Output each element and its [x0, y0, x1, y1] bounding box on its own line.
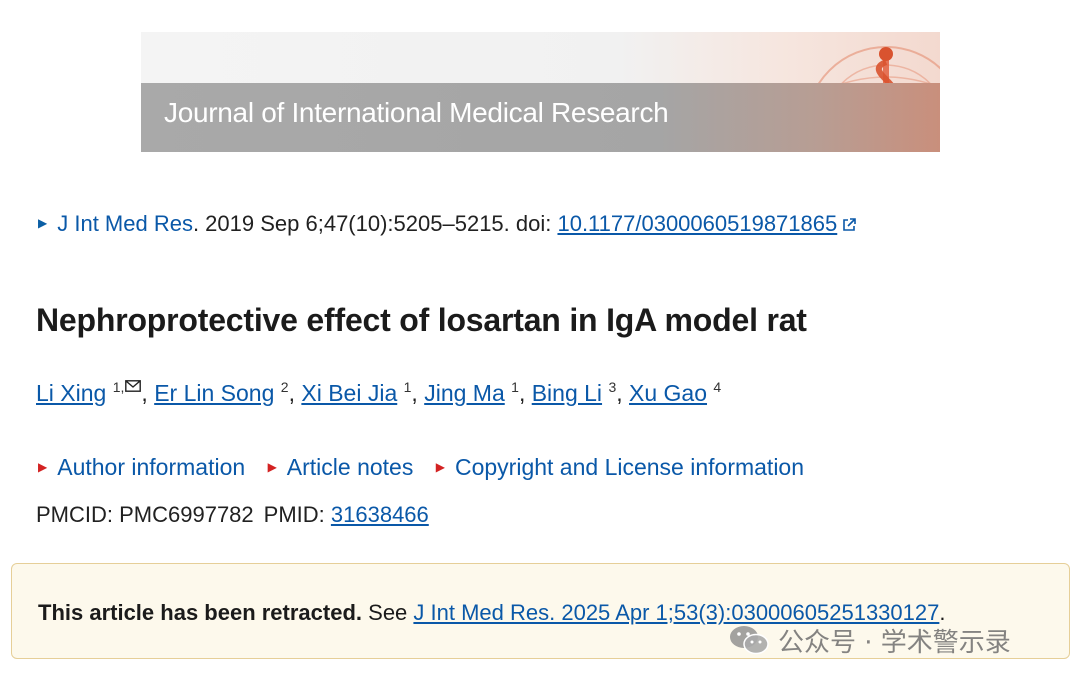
wechat-icon: [730, 626, 769, 655]
watermark: 公众号 · 学术警示录: [728, 622, 1011, 658]
author-information-toggle[interactable]: ▶ Author information: [38, 454, 245, 480]
author-link[interactable]: Bing Li: [531, 380, 603, 406]
watermark-text: 公众号 · 学术警示录: [778, 627, 1011, 658]
article-title: Nephroprotective effect of losartan in I…: [36, 302, 807, 338]
article-notes-toggle[interactable]: ▶ Article notes: [268, 454, 414, 480]
author-link[interactable]: Jing Ma: [424, 380, 505, 406]
expand-triangle-icon: ▶: [435, 460, 445, 474]
expand-triangle-icon: ▶: [38, 460, 48, 474]
retraction-bold: This article has been retracted.: [38, 600, 363, 625]
copyright-license-link[interactable]: Copyright and License information: [454, 454, 805, 480]
article-info-links: ▶ Author information ▶ Article notes ▶ Copy…: [38, 454, 820, 481]
author-affiliation: 4: [713, 379, 722, 395]
pmid-link[interactable]: 31638466: [330, 502, 429, 527]
author-list: Li Xing 1,, Er Lin Song 2, Xi Bei Jia 1,…: [36, 379, 722, 406]
copyright-license-toggle[interactable]: ▶ Copyright and License information: [436, 454, 804, 480]
mail-icon[interactable]: [125, 380, 142, 392]
author-link[interactable]: Er Lin Song: [154, 380, 275, 406]
author-affiliation: 1,: [112, 379, 125, 395]
journal-banner: Journal of International Medical Researc…: [141, 32, 940, 152]
author-link[interactable]: Xu Gao: [629, 380, 708, 406]
author-affiliation: 3: [608, 379, 617, 395]
author-affiliation: 2: [280, 379, 289, 395]
article-notes-link[interactable]: Article notes: [286, 454, 414, 480]
expand-triangle-icon: ▶: [267, 460, 277, 474]
citation-line: ▶ J Int Med Res. 2019 Sep 6;47(10):5205–5…: [38, 211, 857, 237]
expand-triangle-icon[interactable]: ▶: [38, 216, 48, 230]
retraction-link[interactable]: J Int Med Res. 2025 Apr 1;53(3):03000605…: [413, 600, 940, 625]
journal-abbrev-link[interactable]: J Int Med Res: [57, 211, 193, 236]
article-ids: PMCID: PMC6997782 PMID: 31638466: [36, 502, 429, 528]
author-information-link[interactable]: Author information: [57, 454, 246, 480]
pmid-label: PMID:: [263, 502, 331, 527]
doi-link[interactable]: 10.1177/0300060519871865: [557, 211, 838, 236]
author-affiliation: 1: [403, 379, 412, 395]
retraction-text: This article has been retracted. See J I…: [38, 600, 946, 625]
retraction-notice: This article has been retracted. See J I…: [11, 563, 1070, 659]
author-affiliation: 1: [511, 379, 519, 395]
pmcid: PMCID: PMC6997782: [36, 502, 254, 527]
external-link-icon[interactable]: [841, 217, 857, 233]
journal-title: Journal of International Medical Researc…: [164, 97, 669, 128]
banner-strip: [141, 83, 940, 152]
citation-details: . 2019 Sep 6;47(10):5205–5215. doi:: [192, 211, 558, 236]
author-link[interactable]: Xi Bei Jia: [301, 380, 398, 406]
author-link[interactable]: Li Xing: [36, 380, 107, 406]
